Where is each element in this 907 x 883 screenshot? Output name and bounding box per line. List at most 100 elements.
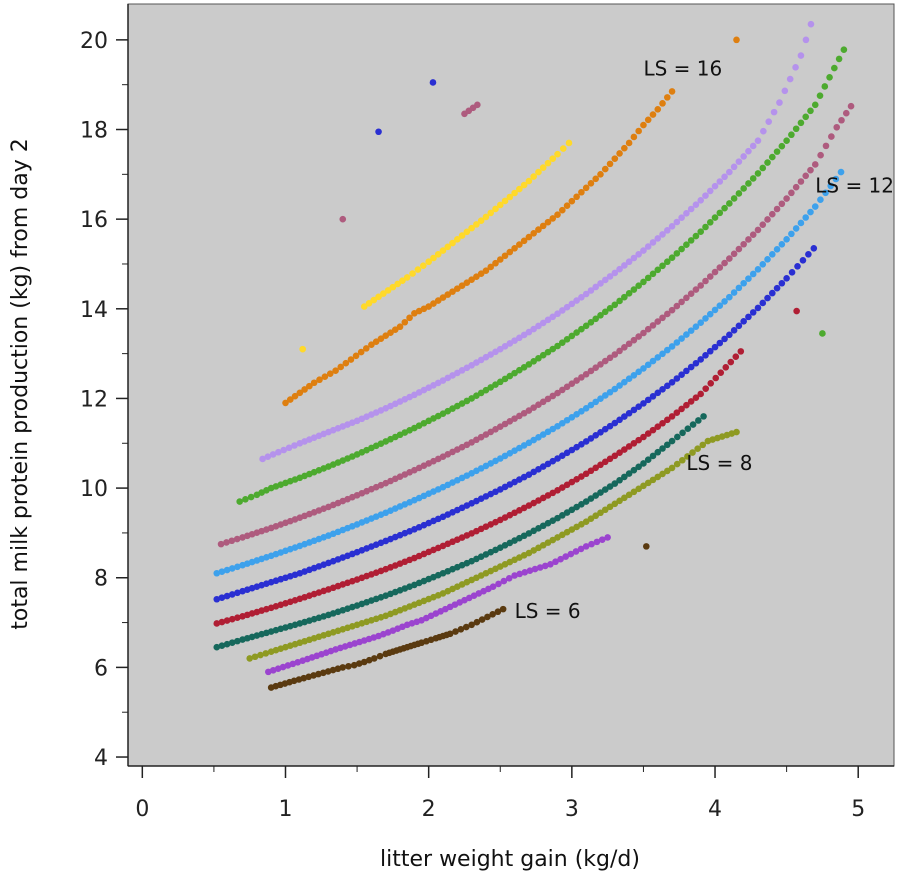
data-point <box>587 319 595 326</box>
data-point <box>630 336 638 344</box>
data-point <box>797 52 805 59</box>
data-point <box>611 351 619 358</box>
data-point <box>606 388 614 396</box>
data-point <box>606 273 614 280</box>
data-point <box>611 452 619 460</box>
data-point <box>654 318 662 325</box>
data-point <box>721 335 728 343</box>
data-point <box>616 449 623 456</box>
data-point <box>406 469 413 476</box>
data-point <box>592 315 600 323</box>
data-point <box>754 226 762 234</box>
data-point <box>817 151 824 159</box>
data-point <box>635 436 642 444</box>
data-point <box>802 113 810 121</box>
data-point <box>847 102 855 110</box>
data-point <box>601 308 609 316</box>
data-point <box>549 392 557 400</box>
data-point <box>625 139 633 147</box>
data-point <box>559 206 566 214</box>
data-point <box>764 294 771 302</box>
data-point <box>759 261 767 268</box>
data-point <box>377 539 385 547</box>
data-point <box>781 87 789 95</box>
data-point <box>587 367 595 375</box>
data-point <box>659 314 666 322</box>
data-point <box>520 473 528 481</box>
data-point <box>654 389 662 397</box>
data-point <box>286 396 294 403</box>
data-point <box>640 460 647 467</box>
data-point <box>601 357 609 365</box>
data-point <box>291 544 299 551</box>
data-point <box>726 255 733 262</box>
data-point <box>396 323 404 331</box>
data-point <box>511 337 518 344</box>
data-point <box>799 257 807 264</box>
data-point <box>625 470 633 477</box>
data-point <box>357 348 365 356</box>
data-point <box>697 356 705 363</box>
data-point <box>526 567 534 574</box>
data-point <box>530 230 537 237</box>
data-point <box>616 416 623 424</box>
data-point <box>492 426 499 433</box>
data-point <box>549 425 557 433</box>
data-point <box>223 592 231 600</box>
data-point <box>377 407 385 414</box>
data-point <box>668 343 676 350</box>
data-point <box>659 445 666 452</box>
data-point <box>611 385 619 393</box>
data-point <box>611 301 619 309</box>
data-point <box>549 489 557 497</box>
data-point <box>673 339 681 346</box>
y-tick-label: 4 <box>94 746 108 771</box>
data-point <box>673 409 681 416</box>
data-point <box>262 650 270 657</box>
data-point <box>573 329 580 336</box>
data-point <box>802 36 810 44</box>
data-point <box>673 250 681 257</box>
data-point <box>565 139 573 147</box>
x-axis-ticks: 0 1 2 3 4 5 <box>135 766 865 822</box>
data-point <box>568 300 576 308</box>
data-point <box>664 310 671 318</box>
data-point <box>621 378 628 386</box>
data-point <box>554 211 561 218</box>
data-point <box>654 266 662 274</box>
data-point <box>721 173 728 181</box>
data-point <box>754 304 762 312</box>
data-point <box>463 559 471 567</box>
data-point <box>707 380 715 387</box>
data-point <box>234 589 241 597</box>
data-point <box>247 493 255 501</box>
data-point <box>568 197 576 205</box>
data-point <box>735 158 743 165</box>
series-ls-5 <box>267 543 650 691</box>
data-point <box>234 637 241 645</box>
data-point <box>733 36 740 44</box>
data-point <box>740 185 747 192</box>
data-point <box>687 237 695 244</box>
data-point <box>427 612 435 620</box>
data-point <box>436 633 443 641</box>
data-point <box>228 615 236 623</box>
series-ls-15 <box>282 36 740 407</box>
data-point <box>635 485 642 493</box>
data-point <box>592 283 600 291</box>
y-tick-label: 14 <box>80 298 108 323</box>
data-point <box>559 512 566 519</box>
data-point <box>604 534 611 541</box>
data-point <box>582 470 590 478</box>
data-point <box>482 213 490 221</box>
data-point <box>640 278 647 286</box>
data-point <box>635 463 642 471</box>
data-point <box>473 392 480 399</box>
data-point <box>587 495 595 502</box>
data-point <box>673 375 681 382</box>
data-point <box>649 393 657 400</box>
data-point <box>434 379 442 387</box>
data-point <box>728 430 736 437</box>
data-point <box>501 375 509 383</box>
data-point <box>228 565 236 572</box>
